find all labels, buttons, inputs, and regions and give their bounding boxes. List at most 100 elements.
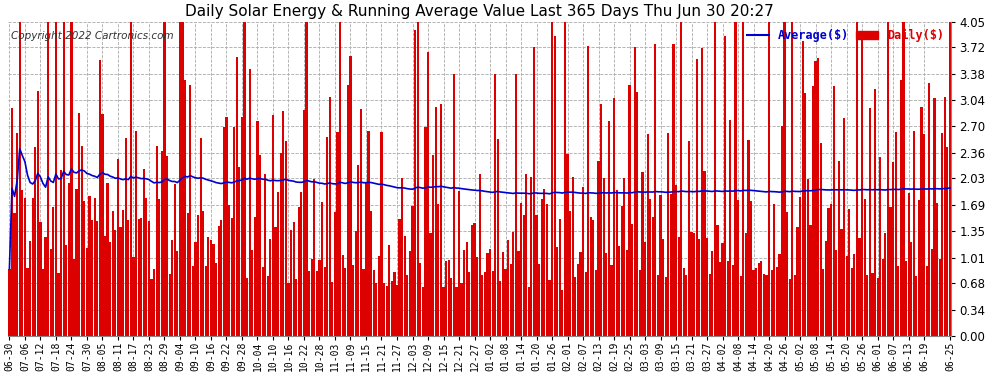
Bar: [380, 132, 382, 336]
Bar: [579, 252, 581, 336]
Bar: [233, 126, 236, 336]
Bar: [425, 127, 427, 336]
Bar: [698, 239, 700, 336]
Bar: [897, 266, 899, 336]
Bar: [659, 195, 661, 336]
Bar: [62, 22, 64, 336]
Bar: [592, 220, 594, 336]
Bar: [406, 274, 409, 336]
Bar: [571, 177, 574, 336]
Bar: [220, 220, 223, 336]
Bar: [714, 22, 716, 336]
Bar: [564, 22, 566, 336]
Bar: [32, 198, 34, 336]
Bar: [587, 46, 589, 336]
Bar: [443, 287, 445, 336]
Bar: [427, 52, 429, 336]
Bar: [760, 261, 762, 336]
Bar: [685, 275, 687, 336]
Bar: [202, 211, 204, 336]
Bar: [836, 250, 838, 336]
Bar: [215, 262, 217, 336]
Bar: [150, 279, 152, 336]
Bar: [282, 111, 284, 336]
Bar: [158, 199, 160, 336]
Bar: [253, 217, 256, 336]
Bar: [326, 137, 329, 336]
Bar: [112, 211, 114, 336]
Bar: [749, 201, 752, 336]
Bar: [277, 192, 279, 336]
Bar: [306, 22, 308, 336]
Bar: [778, 254, 780, 336]
Bar: [476, 257, 478, 336]
Bar: [672, 44, 674, 336]
Bar: [520, 203, 522, 336]
Bar: [918, 200, 920, 336]
Bar: [830, 204, 833, 336]
Bar: [50, 249, 51, 336]
Bar: [807, 178, 809, 336]
Bar: [11, 108, 13, 336]
Bar: [359, 109, 362, 336]
Bar: [370, 211, 372, 336]
Bar: [833, 86, 835, 336]
Bar: [414, 30, 416, 336]
Bar: [631, 224, 634, 336]
Bar: [789, 279, 791, 336]
Bar: [605, 252, 608, 336]
Bar: [153, 269, 155, 336]
Bar: [675, 184, 677, 336]
Bar: [703, 171, 706, 336]
Legend: Average($), Daily($): Average($), Daily($): [742, 24, 948, 46]
Bar: [494, 74, 496, 336]
Bar: [882, 260, 884, 336]
Bar: [40, 222, 42, 336]
Bar: [399, 219, 401, 336]
Bar: [458, 190, 460, 336]
Bar: [332, 282, 334, 336]
Bar: [523, 215, 525, 336]
Bar: [515, 74, 517, 336]
Bar: [773, 204, 775, 336]
Bar: [651, 217, 654, 336]
Bar: [677, 237, 680, 336]
Bar: [107, 183, 109, 336]
Bar: [251, 250, 253, 336]
Bar: [173, 184, 176, 336]
Bar: [946, 147, 948, 336]
Bar: [210, 240, 212, 336]
Bar: [96, 221, 98, 336]
Bar: [799, 196, 801, 336]
Bar: [941, 133, 943, 336]
Bar: [362, 269, 364, 336]
Bar: [528, 286, 530, 336]
Bar: [871, 273, 873, 336]
Bar: [850, 268, 852, 336]
Bar: [303, 110, 305, 336]
Bar: [541, 200, 543, 336]
Bar: [621, 206, 623, 336]
Bar: [853, 254, 855, 336]
Bar: [657, 275, 659, 336]
Bar: [717, 225, 719, 336]
Bar: [690, 232, 693, 336]
Bar: [143, 169, 145, 336]
Bar: [757, 263, 760, 336]
Bar: [810, 225, 812, 336]
Bar: [719, 262, 721, 336]
Bar: [613, 98, 615, 336]
Bar: [518, 251, 520, 336]
Bar: [683, 268, 685, 336]
Bar: [892, 162, 894, 336]
Bar: [409, 251, 411, 336]
Bar: [815, 61, 817, 336]
Bar: [78, 114, 80, 336]
Bar: [855, 22, 858, 336]
Bar: [52, 207, 54, 336]
Bar: [460, 283, 462, 336]
Bar: [848, 209, 850, 336]
Bar: [838, 161, 840, 336]
Bar: [109, 242, 111, 336]
Bar: [266, 276, 269, 336]
